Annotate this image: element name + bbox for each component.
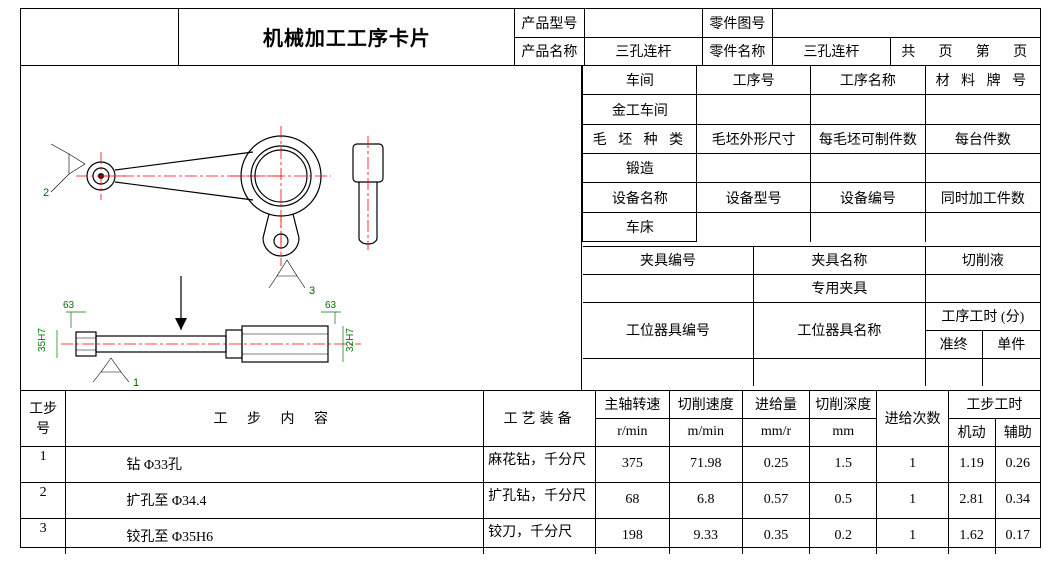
u-feed: mm/r: [742, 418, 809, 446]
logo-cell: [21, 9, 179, 65]
workshop: 金工车间: [583, 95, 697, 124]
equip-name: 车床: [583, 212, 697, 241]
col-tooling: 工艺装备: [484, 390, 596, 446]
product-name-label: 产品名称: [515, 37, 584, 65]
blanks-per: [810, 154, 925, 183]
part-name: 三孔连杆: [772, 37, 891, 65]
col-depth: 切削深度: [810, 390, 877, 418]
dim-32h7: 32H7: [345, 327, 356, 351]
header-table: 机械加工工序卡片 产品型号 零件图号 产品名称 三孔连杆 零件名称 三孔连杆 共…: [21, 9, 1040, 66]
workshop-label: 车间: [583, 66, 697, 95]
coolant: [925, 274, 1040, 302]
ref-1: 1: [133, 377, 139, 386]
pages-label: 页: [926, 37, 966, 65]
product-model-label: 产品型号: [515, 9, 584, 37]
u-depth: mm: [810, 418, 877, 446]
unit-label: 单件: [982, 330, 1040, 358]
setup-label: 准终: [925, 330, 982, 358]
parts-per: [925, 154, 1040, 183]
equip-no: [810, 212, 925, 241]
card-title: 机械加工工序卡片: [179, 9, 515, 65]
process-name-label: 工序名称: [810, 66, 925, 95]
product-name: 三孔连杆: [584, 37, 703, 65]
simul-label: 同时加工件数: [925, 183, 1040, 212]
process-no: [697, 95, 811, 124]
steps-table: 工步号 工 步 内 容 工艺装备 主轴转速 切削速度 进给量 切削深度 进给次数…: [21, 390, 1040, 555]
info-table: 车间 工序号 工序名称 材 料 牌 号 金工车间 毛 坯 种 类 毛坯外形尺寸 …: [582, 66, 1040, 390]
coolant-label: 切削液: [925, 246, 1040, 274]
equip-model-label: 设备型号: [697, 183, 811, 212]
process-card: 机械加工工序卡片 产品型号 零件图号 产品名称 三孔连杆 零件名称 三孔连杆 共…: [20, 8, 1041, 548]
col-step-time: 工步工时: [948, 390, 1040, 418]
simul: [925, 212, 1040, 241]
col-feed-count: 进给次数: [877, 390, 948, 446]
station-no-label: 工位器具编号: [583, 302, 754, 358]
dim-63-left: 63: [63, 300, 75, 311]
ref-2: 2: [43, 187, 49, 199]
equip-name-label: 设备名称: [583, 183, 697, 212]
station-name-label: 工位器具名称: [754, 302, 926, 358]
equip-no-label: 设备编号: [810, 183, 925, 212]
dim-63-right: 63: [325, 300, 337, 311]
fixture-no: [583, 274, 754, 302]
table-row: 1钻 Φ33孔麻花钻，千分尺37571.980.251.511.190.26: [21, 446, 1040, 482]
dim-35h7: 35H7: [37, 327, 48, 351]
parts-per-label: 每台件数: [925, 124, 1040, 153]
total-label: 共: [891, 37, 926, 65]
blank-size-label: 毛坯外形尺寸: [697, 124, 811, 153]
col-feed: 进给量: [742, 390, 809, 418]
unit: [982, 358, 1040, 386]
station-name: [754, 358, 926, 386]
blank-type: 锻造: [583, 154, 697, 183]
process-no-label: 工序号: [697, 66, 811, 95]
part-name-label: 零件名称: [703, 37, 772, 65]
col-speed: 切削速度: [669, 390, 742, 418]
material-label: 材 料 牌 号: [925, 66, 1040, 95]
technical-drawing: 2 3: [21, 66, 582, 390]
col-aux: 辅助: [995, 418, 1040, 446]
blanks-per-label: 每毛坯可制件数: [810, 124, 925, 153]
ref-3: 3: [309, 285, 315, 297]
blank-size: [697, 154, 811, 183]
table-row: 3铰孔至 Φ35H6铰刀，千分尺1989.330.350.211.620.17: [21, 518, 1040, 554]
process-time-label: 工序工时 (分): [925, 302, 1040, 330]
page-no-label2: 页: [1000, 37, 1040, 65]
process-name: [810, 95, 925, 124]
fixture-name-label: 夹具名称: [754, 246, 926, 274]
part-drawing-label: 零件图号: [703, 9, 772, 37]
table-row: 2扩孔至 Φ34.4扩孔钻，千分尺686.80.570.512.810.34: [21, 482, 1040, 518]
part-drawing-no: [772, 9, 1040, 37]
col-spindle: 主轴转速: [596, 390, 669, 418]
station-no: [583, 358, 754, 386]
u-spindle: r/min: [596, 418, 669, 446]
u-speed: m/min: [669, 418, 742, 446]
col-step-no: 工步号: [21, 390, 66, 446]
setup: [925, 358, 982, 386]
equip-model: [697, 212, 811, 241]
fixture-no-label: 夹具编号: [583, 246, 754, 274]
fixture-name: 专用夹具: [754, 274, 926, 302]
blank-type-label: 毛 坯 种 类: [583, 124, 697, 153]
col-machine: 机动: [948, 418, 995, 446]
product-model: [584, 9, 703, 37]
page-no-label: 第: [965, 37, 1000, 65]
col-step-content: 工 步 内 容: [66, 390, 484, 446]
material: [925, 95, 1040, 124]
